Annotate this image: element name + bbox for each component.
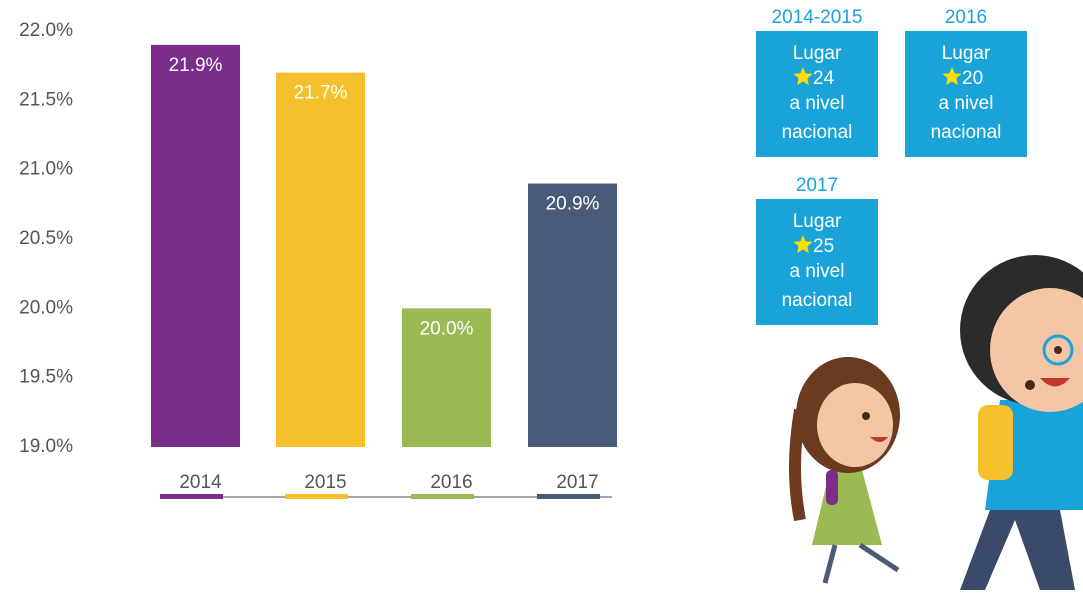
badge-line: a nivel — [790, 261, 845, 282]
badge-period: 2017 — [796, 175, 838, 196]
y-tick-label: 19.5% — [19, 367, 73, 388]
badge-line: Lugar — [793, 211, 842, 232]
y-tick-label: 20.5% — [19, 228, 73, 249]
y-tick-label: 20.0% — [19, 297, 73, 318]
category-underline — [160, 494, 223, 499]
badge-rank: 25 — [813, 236, 834, 257]
chart: 19.0% 19.5% 20.0% 20.5% 21.0% 21.5% 22.0% 21.9%… — [0, 0, 1083, 596]
value-label: 21.9% — [169, 55, 223, 76]
y-tick-label: 21.0% — [19, 159, 73, 180]
badge-line: a nivel — [939, 93, 994, 114]
badge-line: a nivel — [790, 93, 845, 114]
value-label: 21.7% — [294, 83, 348, 104]
y-tick-label: 19.0% — [19, 436, 73, 457]
badge-rank: 24 — [813, 68, 835, 89]
x-tick-label: 2017 — [556, 472, 598, 493]
category-underline — [411, 494, 474, 499]
category-underline — [285, 494, 348, 499]
badge-period: 2016 — [945, 7, 987, 28]
y-tick-label: 21.5% — [19, 89, 73, 110]
bar — [151, 45, 240, 447]
value-label: 20.9% — [546, 194, 600, 215]
badge-line: nacional — [782, 290, 853, 311]
badge-line: Lugar — [942, 43, 991, 64]
x-tick-label: 2015 — [304, 472, 346, 493]
badge-line: Lugar — [793, 43, 842, 64]
value-label: 20.0% — [420, 318, 474, 339]
x-tick-label: 2016 — [430, 472, 472, 493]
badge-rank: 20 — [962, 68, 983, 89]
badge-line: nacional — [931, 122, 1002, 143]
category-underline — [537, 494, 600, 499]
y-tick-label: 22.0% — [19, 20, 73, 41]
badge-line: nacional — [782, 122, 853, 143]
bar — [528, 184, 617, 447]
bar — [276, 73, 365, 447]
x-tick-label: 2014 — [179, 472, 222, 493]
badge-period: 2014-2015 — [772, 7, 863, 28]
